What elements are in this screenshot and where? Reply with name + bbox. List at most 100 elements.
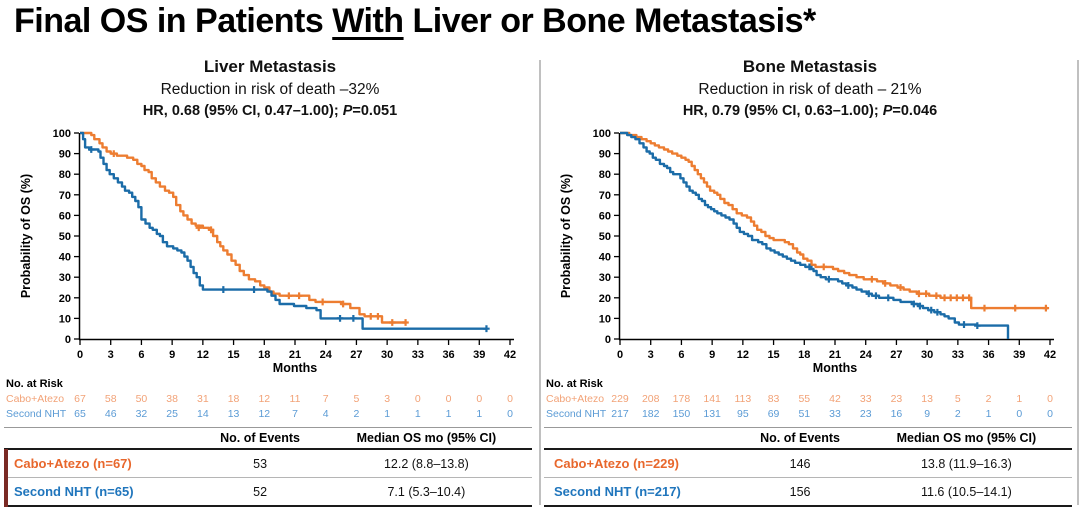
row-label-nht: Second NHT (n=217)	[554, 484, 681, 499]
col-header-median: Median OS mo (95% CI)	[356, 431, 497, 445]
x-tick-label: 36	[982, 349, 994, 361]
censor-mark	[928, 306, 935, 314]
y-tick-label: 60	[59, 210, 71, 222]
at-risk-value: 65	[74, 408, 86, 420]
median-nht: 7.1 (5.3–10.4)	[387, 484, 466, 499]
x-tick-label: 15	[227, 349, 239, 361]
at-risk-value: 33	[860, 393, 872, 405]
at-risk-value: 2	[955, 408, 961, 420]
events-nht: 52	[253, 484, 268, 499]
km-chart-bone: 0 3 6 9 12 15 18 21 24 27 30 33 36 39 4201020304050607…	[559, 128, 1056, 373]
x-tick-label: 21	[289, 349, 301, 361]
page-title: Final OS in Patients With Liver or Bone …	[14, 2, 816, 41]
at-risk-row-name: Cabo+Atezo	[6, 393, 64, 405]
km-curve-cabo-atezo	[80, 131, 407, 324]
censor-mark	[865, 290, 872, 298]
summary-table-header: No. of Events Median OS mo (95% CI)	[544, 428, 1072, 450]
censor-mark	[367, 312, 374, 320]
censor-mark	[825, 275, 833, 283]
at-risk-value: 46	[105, 408, 117, 420]
col-header-median: Median OS mo (95% CI)	[896, 431, 1037, 445]
y-tick-label: 10	[599, 313, 611, 325]
at-risk-value: 38	[166, 393, 178, 405]
table-row-second-nht: Second NHT (n=65) 52 7.1 (5.3–10.4)	[4, 477, 532, 507]
x-tick-label: 9	[169, 349, 175, 361]
panel-bone-metastasis: Bone Metastasis Reduction in risk of dea…	[540, 55, 1080, 507]
at-risk-value: 69	[768, 408, 780, 420]
km-curve-cabo-atezo	[620, 131, 1048, 310]
at-risk-value: 0	[476, 393, 482, 405]
x-axis-title: Months	[813, 361, 857, 373]
at-risk-value: 31	[197, 393, 209, 405]
at-risk-value: 67	[74, 393, 86, 405]
panel-title-bone: Bone Metastasis	[742, 57, 878, 76]
events-cabo: 53	[253, 456, 268, 471]
censor-mark	[981, 304, 988, 312]
at-risk-value: 11	[290, 393, 301, 405]
censor-mark	[941, 294, 948, 302]
at-risk-value: 2	[354, 408, 360, 420]
censor-mark	[959, 294, 967, 302]
x-tick-label: 12	[197, 349, 209, 361]
at-risk-value: 51	[798, 408, 810, 420]
censor-mark	[872, 292, 880, 300]
censor-mark	[285, 292, 293, 300]
at-risk-value: 0	[446, 393, 452, 405]
at-risk-label: No. at Risk	[6, 378, 64, 390]
x-tick-label: 15	[767, 349, 779, 361]
y-tick-label: 60	[599, 210, 611, 222]
x-tick-label: 18	[258, 349, 270, 361]
at-risk-value: 58	[105, 393, 117, 405]
x-tick-label: 0	[617, 349, 623, 361]
censor-mark	[922, 290, 930, 298]
censor-mark	[295, 292, 303, 300]
at-risk-value: 14	[197, 408, 209, 420]
row-label-cabo: Cabo+Atezo (n=67)	[14, 456, 132, 471]
at-risk-value: 229	[611, 393, 629, 405]
censor-mark	[934, 308, 941, 316]
hr-text: HR, 0.68 (95% CI, 0.47–1.00);	[142, 103, 343, 119]
at-risk-value: 4	[323, 408, 329, 420]
y-tick-label: 40	[59, 252, 71, 264]
title-part2: Liver or Bone Metastasis*	[403, 2, 817, 40]
x-tick-label: 24	[320, 349, 333, 361]
median-cabo: 13.8 (11.9–16.3)	[920, 456, 1012, 471]
at-risk-row-name: Cabo+Atezo	[546, 393, 604, 405]
y-tick-label: 20	[59, 293, 71, 305]
at-risk-value: 5	[354, 393, 360, 405]
censor-mark	[806, 263, 813, 271]
at-risk-value: 208	[642, 393, 660, 405]
y-tick-label: 20	[599, 293, 611, 305]
at-risk-value: 1	[476, 408, 482, 420]
x-tick-label: 39	[1013, 349, 1025, 361]
y-tick-label: 70	[59, 190, 71, 202]
censor-mark	[319, 298, 326, 306]
x-tick-label: 9	[709, 349, 715, 361]
censor-mark	[820, 263, 827, 271]
y-tick-label: 0	[65, 334, 71, 346]
at-risk-value: 0	[507, 408, 513, 420]
at-risk-row-name: Second NHT	[6, 408, 67, 420]
at-risk-value: 13	[921, 393, 933, 405]
x-tick-label: 30	[381, 349, 393, 361]
hr-text: HR, 0.79 (95% CI, 0.63–1.00);	[682, 103, 883, 119]
table-row-cabo-atezo: Cabo+Atezo (n=229) 146 13.8 (11.9–16.3)	[544, 450, 1072, 477]
median-nht: 11.6 (10.5–14.1)	[920, 484, 1012, 499]
at-risk-value: 55	[798, 393, 810, 405]
at-risk-value: 7	[292, 408, 298, 420]
p-value: =0.046	[892, 103, 938, 119]
x-tick-label: 42	[1044, 349, 1056, 361]
at-risk-value: 1	[986, 408, 992, 420]
summary-table-liver: No. of Events Median OS mo (95% CI) Cabo…	[4, 427, 532, 507]
row-label-nht: Second NHT (n=65)	[14, 484, 134, 499]
x-tick-label: 6	[138, 349, 144, 361]
at-risk-value: 12	[258, 393, 270, 405]
y-tick-label: 90	[599, 149, 611, 161]
at-risk-value: 7	[323, 393, 329, 405]
censor-mark	[933, 292, 940, 300]
x-tick-label: 27	[350, 349, 362, 361]
events-cabo: 146	[789, 456, 811, 471]
